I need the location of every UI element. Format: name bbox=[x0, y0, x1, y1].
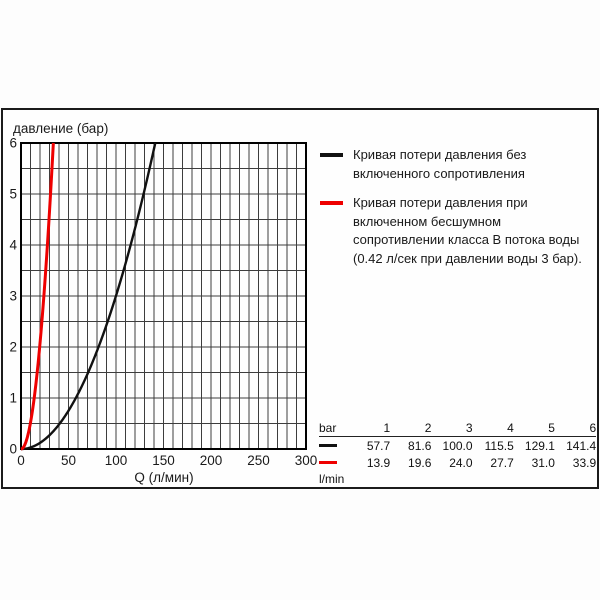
table-cell: 24.0 bbox=[449, 455, 473, 470]
table-cell: 100.0 bbox=[442, 438, 473, 453]
legend-text: Кривая потери давления без включенного со… bbox=[353, 146, 526, 183]
x-tick-label: 250 bbox=[247, 453, 270, 468]
grid-lines bbox=[20, 142, 307, 450]
x-tick-label: 300 bbox=[295, 453, 318, 468]
table-footer-row-label: l/min bbox=[319, 472, 345, 486]
legend-text-line: сопротивлении класса В потока воды bbox=[353, 232, 580, 247]
flow-rate-table: bar 1 2 3 4 5 6 57.7 81.6 100.0 115.5 129.1 141.4 13.… bbox=[319, 420, 596, 487]
table-cell: 19.6 bbox=[408, 455, 432, 470]
table-cell: 27.7 bbox=[490, 455, 514, 470]
plot-border bbox=[20, 142, 307, 450]
x-tick-label: 100 bbox=[105, 453, 128, 468]
x-tick-label: 0 bbox=[17, 453, 25, 468]
y-tick-label: 2 bbox=[9, 340, 17, 355]
legend-text: Кривая потери давления при включенном бес… bbox=[353, 194, 582, 268]
curve-with-resistance bbox=[20, 142, 55, 451]
y-tick-label: 4 bbox=[9, 238, 17, 253]
legend-text-line: включенном бесшумном bbox=[353, 213, 502, 229]
table-cell: 4 bbox=[507, 421, 514, 435]
table-cell: 31.0 bbox=[531, 455, 555, 470]
table-cell: 129.1 bbox=[524, 438, 555, 453]
table-cell: 81.6 bbox=[408, 438, 432, 453]
table-cell: 2 bbox=[424, 421, 432, 435]
legend-text-line: (0.42 л/сек при давлении воды 3 бар). bbox=[353, 250, 582, 266]
table-cell: 141.4 bbox=[566, 438, 597, 453]
table-cell: 115.5 bbox=[484, 438, 514, 453]
y-tick-label: 0 bbox=[9, 442, 17, 457]
table-cell: 3 bbox=[465, 421, 473, 435]
table-series-sample-icon bbox=[319, 461, 337, 464]
table-cell: 13.9 bbox=[366, 455, 391, 470]
pressure-flow-chart: давление (бар) 0 1 2 3 4 5 6 0 50 100 150 200 250 300… bbox=[9, 121, 317, 485]
chart-legend: Кривая потери давления без включенного со… bbox=[320, 146, 584, 279]
table-series-row: 57.7 81.6 100.0 115.5 129.1 141.4 bbox=[319, 437, 596, 454]
x-tick-label: 150 bbox=[152, 453, 175, 468]
curve-no-resistance bbox=[20, 142, 157, 451]
table-footer-row: l/min bbox=[319, 471, 596, 487]
x-tick-label: 50 bbox=[61, 453, 76, 468]
y-tick-label: 5 bbox=[9, 187, 17, 202]
legend-text-line: включенного сопротивления bbox=[353, 165, 525, 181]
table-series-row-label bbox=[319, 461, 349, 464]
legend-text-line: Кривая потери давления при bbox=[353, 195, 528, 210]
legend-line-sample-icon bbox=[320, 153, 343, 157]
table-cell: 33.9 bbox=[572, 455, 597, 470]
table-header-row-label: bar bbox=[319, 421, 337, 435]
legend-text-line: Кривая потери давления без bbox=[353, 147, 527, 162]
table-series-sample-icon bbox=[319, 444, 337, 447]
x-tick-label: 200 bbox=[200, 453, 223, 468]
table-cell: 57.7 bbox=[366, 438, 391, 453]
legend-line-sample-icon bbox=[320, 201, 343, 205]
table-series-row: 13.9 19.6 24.0 27.7 31.0 33.9 bbox=[319, 454, 596, 471]
table-cell: 6 bbox=[589, 421, 597, 435]
table-series-row-label bbox=[319, 444, 349, 447]
y-tick-label: 1 bbox=[9, 391, 17, 406]
legend-item: Кривая потери давления без включенного со… bbox=[320, 146, 584, 183]
x-axis-title: Q (л/мин) bbox=[134, 470, 193, 485]
legend-item: Кривая потери давления при включенном бес… bbox=[320, 194, 584, 268]
plot-area: 0 1 2 3 4 5 6 0 50 100 150 200 250 300 bbox=[9, 136, 317, 469]
table-cell: 1 bbox=[383, 421, 391, 435]
y-tick-label: 6 bbox=[9, 136, 17, 151]
chart-panel: давление (бар) 0 1 2 3 4 5 6 0 50 100 150 200 250 300… bbox=[1, 108, 599, 489]
y-axis-title: давление (бар) bbox=[13, 121, 108, 136]
y-tick-label: 3 bbox=[9, 289, 17, 304]
table-header-row: bar 1 2 3 4 5 6 bbox=[319, 420, 596, 437]
table-cell: 5 bbox=[548, 421, 555, 435]
